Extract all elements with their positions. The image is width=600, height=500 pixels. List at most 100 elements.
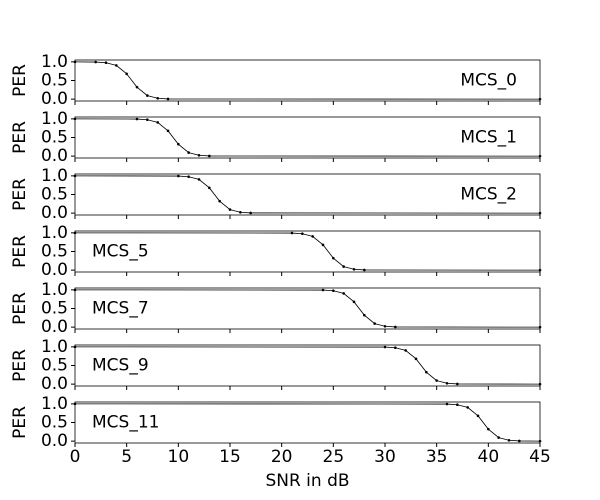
- marker: [208, 154, 211, 158]
- subplot-label: MCS_0: [460, 71, 517, 91]
- y-tick-label: 1.0: [41, 394, 68, 414]
- marker: [290, 231, 294, 235]
- marker: [507, 438, 511, 442]
- marker: [166, 97, 170, 101]
- marker: [73, 288, 77, 292]
- subplot-label: MCS_1: [460, 128, 517, 148]
- marker: [497, 436, 500, 439]
- marker: [538, 325, 542, 329]
- marker: [166, 129, 170, 133]
- subplot-label: MCS_5: [92, 242, 149, 262]
- x-tick-label: 30: [374, 447, 396, 467]
- y-tick-label: 0.0: [41, 89, 68, 109]
- subplot-label: MCS_2: [460, 185, 517, 205]
- y-axis-label: PER: [10, 292, 30, 325]
- y-tick-label: 1.0: [41, 337, 68, 357]
- marker: [73, 117, 77, 121]
- x-tick-label: 0: [70, 447, 81, 467]
- marker: [538, 97, 542, 101]
- marker: [373, 322, 376, 325]
- x-tick-label: 10: [168, 447, 190, 467]
- subplot-label: MCS_11: [92, 413, 159, 433]
- y-tick-label: 1.0: [41, 280, 68, 300]
- y-tick-label: 0.5: [41, 185, 68, 205]
- marker: [394, 346, 397, 350]
- y-tick-label: 1.0: [41, 109, 68, 129]
- marker: [146, 94, 149, 97]
- marker: [476, 414, 480, 418]
- y-axis-label: PER: [10, 235, 30, 268]
- marker: [197, 153, 201, 157]
- marker: [538, 211, 542, 215]
- curve: [74, 61, 541, 100]
- curve: [74, 289, 541, 328]
- marker: [456, 382, 459, 386]
- curve: [74, 118, 541, 157]
- marker: [321, 243, 325, 247]
- marker: [394, 325, 397, 329]
- marker: [383, 345, 387, 349]
- marker: [445, 402, 449, 406]
- y-tick-label: 0.5: [41, 242, 68, 262]
- marker: [218, 199, 221, 203]
- marker: [187, 151, 190, 154]
- y-tick-label: 0.0: [41, 260, 68, 280]
- marker: [73, 174, 77, 178]
- marker: [135, 85, 139, 89]
- x-tick-label: 20: [271, 447, 293, 467]
- x-tick-label: 40: [478, 447, 500, 467]
- subplot-label: MCS_9: [92, 356, 149, 376]
- marker: [538, 154, 542, 158]
- marker: [73, 345, 77, 349]
- marker: [342, 265, 345, 268]
- y-tick-label: 0.0: [41, 431, 68, 451]
- marker: [425, 370, 428, 374]
- marker: [435, 379, 438, 382]
- y-axis-label: PER: [10, 406, 30, 439]
- x-axis-label: SNR in dB: [265, 471, 349, 491]
- x-tick-label: 35: [426, 447, 448, 467]
- y-tick-label: 0.0: [41, 374, 68, 394]
- curve: [74, 232, 541, 271]
- y-tick-label: 0.5: [41, 128, 68, 148]
- y-tick-label: 0.0: [41, 317, 68, 337]
- marker: [518, 439, 521, 443]
- marker: [321, 288, 325, 292]
- marker: [466, 406, 469, 409]
- marker: [177, 142, 180, 146]
- marker: [156, 121, 159, 124]
- subplot-label: MCS_7: [92, 299, 149, 319]
- y-tick-label: 0.0: [41, 146, 68, 166]
- marker: [197, 178, 201, 181]
- y-axis-label: PER: [10, 121, 30, 154]
- marker: [177, 174, 180, 178]
- marker: [352, 267, 356, 271]
- curve: [74, 175, 541, 214]
- marker: [104, 61, 108, 65]
- marker: [404, 349, 407, 352]
- marker: [538, 439, 542, 443]
- marker: [249, 211, 252, 215]
- x-tick-label: 15: [219, 447, 241, 467]
- y-tick-label: 0.0: [41, 203, 68, 223]
- marker: [94, 60, 97, 64]
- y-axis-label: PER: [10, 349, 30, 382]
- marker: [239, 210, 242, 214]
- marker: [352, 300, 356, 304]
- marker: [363, 268, 366, 272]
- marker: [301, 232, 304, 236]
- y-tick-label: 0.5: [41, 413, 68, 433]
- marker: [363, 313, 366, 317]
- x-tick-label: 45: [529, 447, 551, 467]
- marker: [311, 235, 314, 238]
- marker: [456, 403, 459, 407]
- marker: [146, 118, 149, 122]
- curve: [74, 403, 541, 442]
- marker: [414, 357, 418, 361]
- marker: [73, 60, 77, 64]
- marker: [445, 381, 449, 385]
- marker: [73, 402, 77, 406]
- y-tick-label: 1.0: [41, 52, 68, 72]
- marker: [228, 208, 232, 211]
